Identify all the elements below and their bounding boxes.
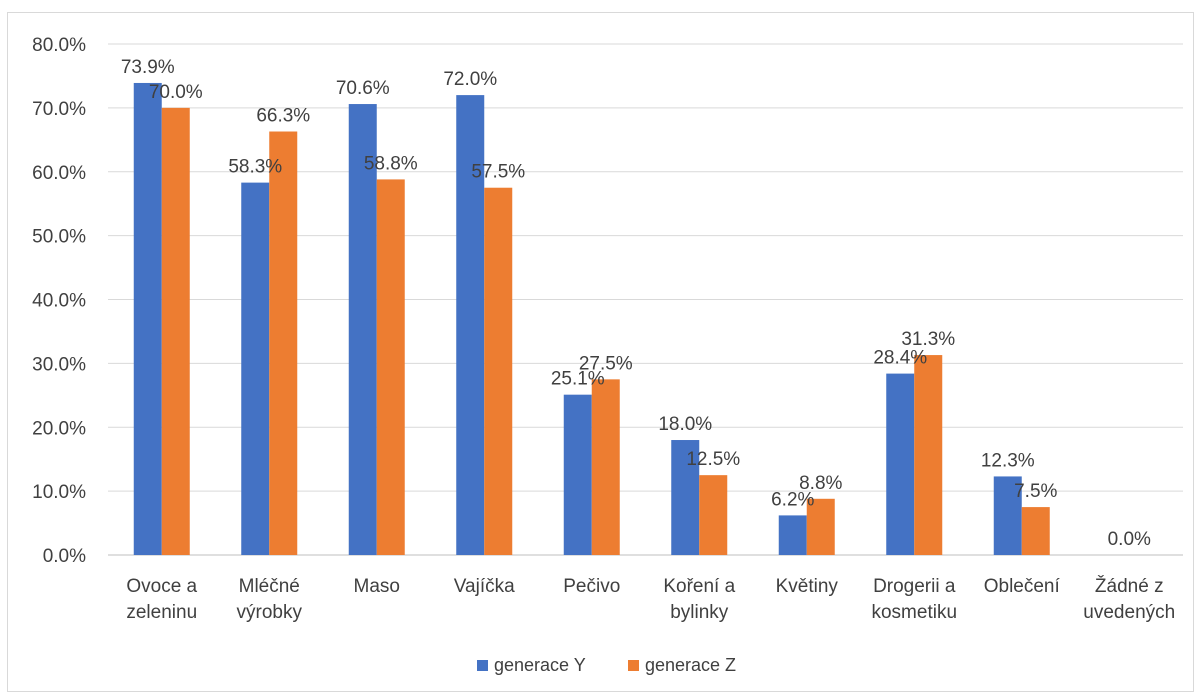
x-tick-label: zeleninu bbox=[126, 602, 197, 623]
chart-frame bbox=[7, 12, 1194, 692]
x-tick-label: uvedených bbox=[1083, 602, 1175, 623]
data-label: 58.8% bbox=[364, 153, 418, 174]
x-tick-label: výrobky bbox=[237, 602, 303, 623]
y-axis-ticks: 0.0% 10.0% 20.0% 30.0% 40.0% 50.0% 60.0% 70.0% 8… bbox=[32, 35, 86, 567]
bar bbox=[376, 179, 405, 556]
data-label: 28.4% bbox=[873, 348, 927, 369]
y-tick-label: 80.0% bbox=[32, 35, 86, 56]
bar bbox=[133, 82, 162, 556]
data-label: 12.5% bbox=[686, 449, 740, 470]
data-label: 70.6% bbox=[336, 78, 390, 99]
legend-label: generace Y bbox=[494, 655, 586, 675]
y-tick-label: 50.0% bbox=[32, 227, 86, 248]
x-tick-label: Pečivo bbox=[563, 576, 620, 597]
bar bbox=[484, 187, 513, 555]
x-tick-label: Vajíčka bbox=[454, 576, 515, 597]
data-label: 72.0% bbox=[443, 69, 497, 90]
bar bbox=[563, 394, 592, 555]
bar bbox=[591, 379, 620, 555]
bar bbox=[269, 131, 298, 556]
bar bbox=[241, 182, 270, 555]
data-label: 66.3% bbox=[256, 106, 310, 127]
bar bbox=[914, 355, 943, 555]
bar bbox=[886, 373, 915, 555]
x-tick-label: Koření a bbox=[663, 576, 735, 597]
x-tick-label: kosmetiku bbox=[871, 602, 957, 623]
x-tick-label: Květiny bbox=[776, 576, 839, 597]
x-tick-label: Žádné z bbox=[1095, 575, 1164, 597]
legend: generace Y generace Z bbox=[477, 655, 736, 675]
bar bbox=[348, 104, 377, 555]
data-label: 31.3% bbox=[901, 329, 955, 350]
data-label: 7.5% bbox=[1014, 481, 1057, 502]
y-tick-label: 0.0% bbox=[43, 546, 86, 567]
x-tick-label: Mléčné bbox=[239, 576, 300, 597]
bar bbox=[806, 498, 835, 555]
x-tick-label: Drogerii a bbox=[873, 576, 956, 597]
x-axis-labels: Ovoce a zeleninu Mléčné výrobky Maso Vajíčka P… bbox=[126, 575, 1175, 623]
data-label: 73.9% bbox=[121, 57, 175, 78]
data-labels: 73.9% 70.0% 58.3% 66.3% 70.6% 58.8% 72.0% 57.5%… bbox=[121, 57, 1151, 550]
bar bbox=[778, 515, 807, 555]
x-tick-label: Ovoce a bbox=[126, 576, 197, 597]
bars bbox=[133, 82, 1050, 556]
data-label: 0.0% bbox=[1108, 529, 1151, 550]
data-label: 8.8% bbox=[799, 473, 842, 494]
data-label: 57.5% bbox=[471, 162, 525, 183]
legend-swatch bbox=[477, 660, 488, 671]
data-label: 12.3% bbox=[981, 450, 1035, 471]
data-label: 70.0% bbox=[149, 82, 203, 103]
data-label: 25.1% bbox=[551, 369, 605, 390]
data-label: 6.2% bbox=[771, 489, 814, 510]
y-tick-label: 60.0% bbox=[32, 163, 86, 184]
bar bbox=[456, 95, 485, 555]
y-tick-label: 70.0% bbox=[32, 99, 86, 120]
data-label: 27.5% bbox=[579, 353, 633, 374]
x-tick-label: bylinky bbox=[670, 602, 729, 623]
y-tick-label: 40.0% bbox=[32, 291, 86, 312]
x-tick-label: Oblečení bbox=[984, 576, 1061, 597]
y-tick-label: 20.0% bbox=[32, 418, 86, 439]
legend-label: generace Z bbox=[645, 655, 736, 675]
x-tick-label: Maso bbox=[354, 576, 400, 597]
y-tick-label: 30.0% bbox=[32, 354, 86, 375]
y-tick-label: 10.0% bbox=[32, 482, 86, 503]
data-label: 18.0% bbox=[658, 414, 712, 435]
bar bbox=[161, 107, 190, 555]
bar bbox=[993, 476, 1022, 555]
bar bbox=[699, 475, 728, 555]
bar bbox=[671, 440, 700, 555]
data-label: 58.3% bbox=[228, 157, 282, 178]
bar bbox=[1021, 507, 1050, 555]
legend-swatch bbox=[628, 660, 639, 671]
